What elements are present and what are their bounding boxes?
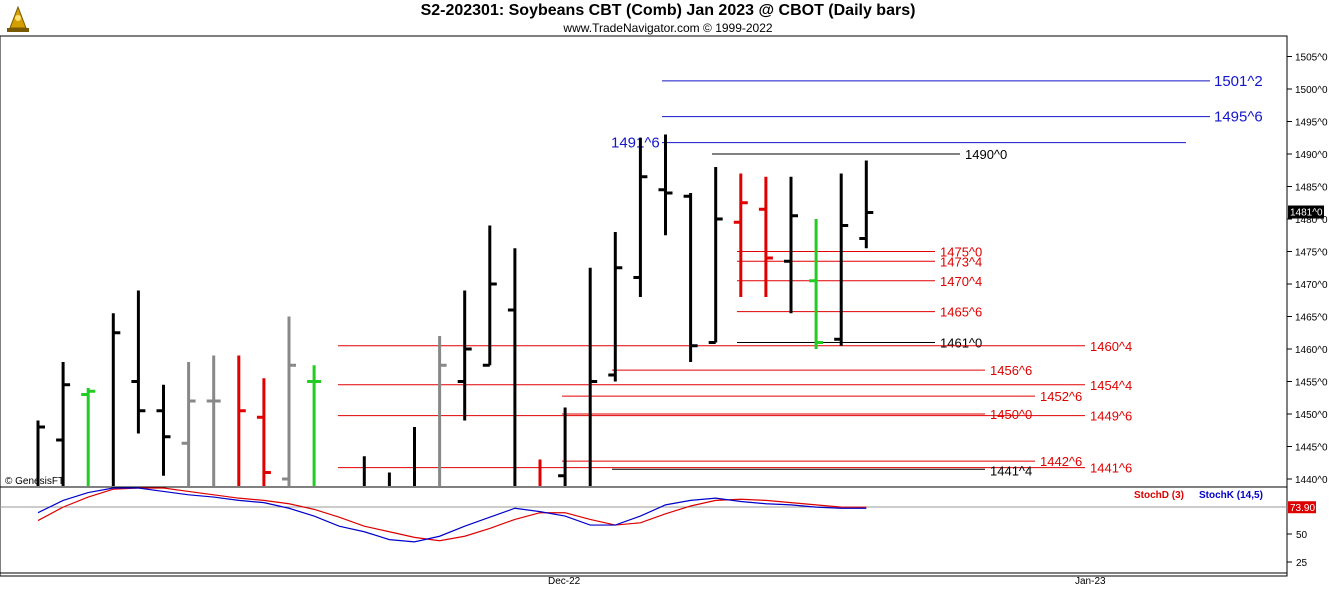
price-tick-label: 1485^0 bbox=[1295, 183, 1328, 194]
price-tick-label: 1480^0 bbox=[1295, 215, 1328, 226]
level-label: 1465^6 bbox=[940, 305, 982, 320]
level-label: 1495^6 bbox=[1214, 109, 1263, 126]
level-label: 1491^6 bbox=[611, 135, 660, 152]
stoch-last-box bbox=[1288, 501, 1316, 514]
level-label: 1470^4 bbox=[940, 274, 982, 289]
level-label: 1442^6 bbox=[1040, 454, 1082, 469]
chart-subtitle: www.TradeNavigator.com © 1999-2022 bbox=[563, 21, 773, 35]
stoch-k-legend: StochK (14,5) bbox=[1199, 490, 1263, 501]
level-label: 1490^0 bbox=[965, 147, 1007, 162]
x-label-jan: Jan-23 bbox=[1075, 576, 1106, 587]
price-tick-label: 1450^0 bbox=[1295, 410, 1328, 421]
level-label: 1460^4 bbox=[1090, 339, 1132, 354]
chart-title: S2-202301: Soybeans CBT (Comb) Jan 2023 … bbox=[420, 2, 916, 19]
level-label: 1456^6 bbox=[990, 363, 1032, 378]
level-label: 1461^0 bbox=[940, 336, 982, 351]
stoch-d-legend: StochD (3) bbox=[1134, 490, 1184, 501]
level-label: 1441^6 bbox=[1090, 461, 1132, 476]
price-tick-label: 1465^0 bbox=[1295, 313, 1328, 324]
level-label: 1450^0 bbox=[990, 407, 1032, 422]
price-tick-label: 1475^0 bbox=[1295, 248, 1328, 259]
price-tick-label: 1445^0 bbox=[1295, 443, 1328, 454]
stoch-tick-label: 25 bbox=[1296, 558, 1308, 569]
level-label: 1454^4 bbox=[1090, 378, 1132, 393]
price-tick-label: 1500^0 bbox=[1295, 85, 1328, 96]
last-price-label: 1481^0 bbox=[1290, 208, 1323, 219]
level-label: 1449^6 bbox=[1090, 409, 1132, 424]
level-label: 1473^4 bbox=[940, 254, 982, 269]
price-tick-label: 1440^0 bbox=[1295, 475, 1328, 486]
price-tick-label: 1490^0 bbox=[1295, 150, 1328, 161]
level-label: 1441^4 bbox=[990, 463, 1032, 478]
level-label: 1452^6 bbox=[1040, 389, 1082, 404]
level-label: 1501^2 bbox=[1214, 73, 1263, 90]
stoch-tick-label: 50 bbox=[1296, 530, 1308, 541]
last-price-box bbox=[1288, 205, 1324, 219]
price-tick-label: 1460^0 bbox=[1295, 345, 1328, 356]
stoch-line bbox=[37, 487, 867, 543]
stoch-last-label: 73.90 bbox=[1290, 503, 1315, 514]
x-label-dec: Dec-22 bbox=[548, 576, 581, 587]
watermark-label: © GenesisFT bbox=[5, 476, 64, 487]
price-tick-label: 1470^0 bbox=[1295, 280, 1328, 291]
level-label: 1475^0 bbox=[940, 245, 982, 260]
price-tick-label: 1495^0 bbox=[1295, 118, 1328, 129]
price-tick-label: 1455^0 bbox=[1295, 378, 1328, 389]
trade-navigator-logo-icon bbox=[4, 4, 32, 34]
price-tick-label: 1505^0 bbox=[1295, 53, 1328, 64]
